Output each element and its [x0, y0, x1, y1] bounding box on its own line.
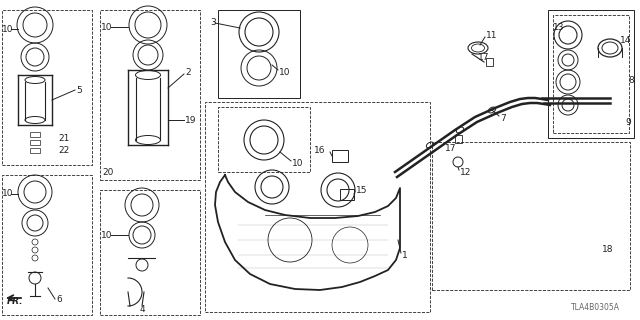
Text: 10: 10: [101, 22, 113, 31]
Text: 18: 18: [602, 245, 614, 254]
Text: 22: 22: [58, 146, 69, 155]
Bar: [100, 190, 200, 315]
Text: TLA4B0305A: TLA4B0305A: [570, 303, 620, 312]
Bar: [553, 15, 629, 133]
Text: 6: 6: [56, 295, 61, 305]
Text: 16: 16: [314, 146, 326, 155]
Bar: [2, 10, 92, 165]
Text: 9: 9: [625, 117, 631, 126]
Text: 10: 10: [2, 189, 13, 198]
Text: 10: 10: [279, 68, 291, 76]
Text: 19: 19: [185, 116, 196, 124]
Bar: [332, 150, 348, 162]
Text: 14: 14: [620, 36, 632, 44]
Text: 10: 10: [292, 158, 303, 167]
Text: 15: 15: [356, 186, 367, 195]
Text: 17: 17: [478, 52, 490, 61]
Text: 10: 10: [2, 25, 13, 34]
Bar: [548, 10, 634, 138]
Text: 3: 3: [210, 18, 216, 27]
Text: 12: 12: [460, 167, 472, 177]
Text: 10: 10: [101, 230, 113, 239]
Bar: [218, 107, 310, 172]
Text: 4: 4: [139, 306, 145, 315]
Text: 21: 21: [58, 133, 69, 142]
Bar: [486, 58, 493, 66]
Bar: [205, 102, 430, 312]
Bar: [30, 148, 40, 153]
Text: 17: 17: [445, 143, 456, 153]
Bar: [2, 175, 92, 315]
Text: 2: 2: [185, 68, 191, 76]
Text: 20: 20: [102, 167, 113, 177]
Bar: [218, 10, 300, 98]
Bar: [100, 10, 200, 180]
Text: 11: 11: [486, 30, 497, 39]
Bar: [30, 132, 40, 137]
Text: 8: 8: [628, 76, 634, 84]
Text: 1: 1: [402, 251, 408, 260]
Text: 7: 7: [500, 114, 506, 123]
Bar: [340, 189, 354, 200]
Bar: [432, 142, 630, 290]
Text: 5: 5: [76, 85, 82, 94]
Text: FR.: FR.: [7, 297, 24, 306]
Bar: [455, 135, 462, 143]
Text: 13: 13: [553, 22, 564, 31]
Bar: [30, 140, 40, 145]
